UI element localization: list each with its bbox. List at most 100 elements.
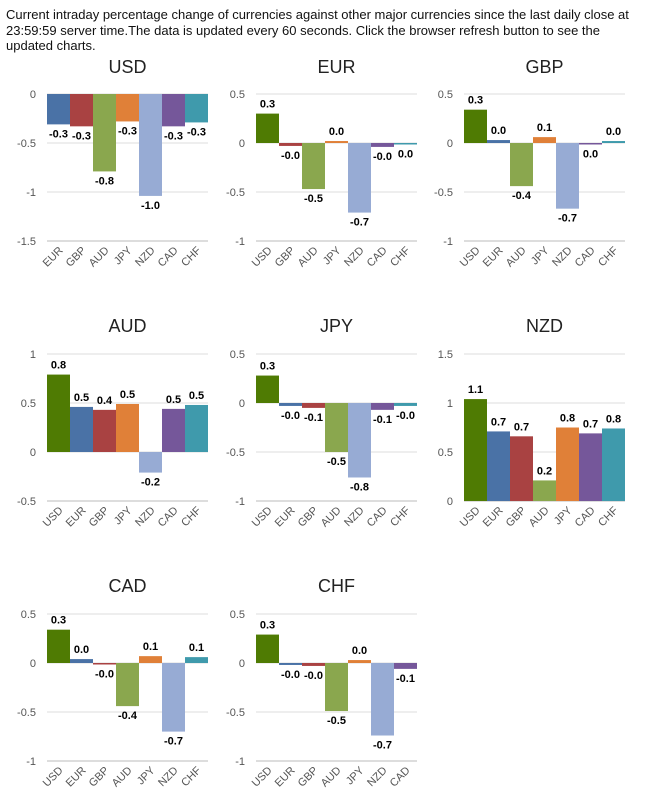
data-label: 0.3: [260, 99, 275, 111]
bar-cad: [371, 143, 394, 147]
data-label: -0.7: [373, 740, 392, 752]
bar-cad: [162, 94, 185, 127]
y-tick-label: 0.5: [438, 447, 453, 459]
data-label: -0.3: [118, 125, 137, 137]
x-tick-label: CAD: [573, 245, 598, 270]
x-tick-label: CHF: [179, 504, 204, 529]
y-tick-label: 0.5: [230, 349, 245, 361]
data-label: 0.0: [398, 149, 413, 161]
bar-nzd: [348, 403, 371, 478]
data-label: -0.3: [164, 130, 183, 142]
x-tick-label: GBP: [87, 765, 112, 790]
x-tick-label: NZD: [156, 765, 181, 790]
data-label: 0.1: [189, 642, 204, 654]
bar-usd: [256, 113, 279, 143]
data-label: -0.0: [396, 410, 415, 422]
data-label: -0.3: [49, 128, 68, 140]
bar-gbp: [93, 409, 116, 452]
x-tick-label: JPY: [112, 244, 135, 267]
bar-jpy: [116, 403, 139, 452]
bar-usd: [256, 634, 279, 663]
y-tick-label: -1: [26, 756, 36, 768]
x-tick-label: NZD: [342, 245, 367, 270]
x-tick-label: USD: [250, 765, 275, 790]
data-label: 0.3: [51, 615, 66, 627]
data-label: -0.8: [350, 481, 369, 493]
chart-title: EUR: [317, 57, 355, 77]
bar-gbp: [279, 143, 302, 146]
x-tick-label: AUD: [319, 765, 344, 790]
x-tick-label: USD: [41, 765, 66, 790]
data-label: 0.8: [51, 360, 66, 372]
chart-chf: CHF 0.5 0 -0.5 -1 0.3 USD -0.0 EUR -0.0 GBP -0.5 AUD…: [226, 576, 417, 790]
y-tick-label: -0.5: [17, 138, 36, 150]
y-tick-label: -1.5: [17, 236, 36, 248]
data-label: -0.5: [327, 456, 346, 468]
bar-gbp: [510, 436, 533, 501]
data-label: 0.3: [260, 620, 275, 632]
bar-eur: [279, 403, 302, 406]
chart-cad: CAD 0.5 0 -0.5 -1 0.3 USD 0.0 EUR -0.0 GBP -0.4 AUD 0…: [17, 576, 208, 790]
x-tick-label: CAD: [156, 245, 181, 270]
x-tick-label: NZD: [342, 505, 367, 530]
x-tick-label: USD: [250, 505, 275, 530]
data-label: 0.5: [74, 392, 89, 404]
bar-chf: [602, 428, 625, 501]
x-tick-label: USD: [41, 505, 66, 530]
x-tick-label: CHF: [388, 244, 413, 269]
chart-nzd: NZD 1.5 1 0.5 0 1.1 USD 0.7 EUR 0.7 GBP 0.2 AUD 0.8 JP…: [438, 316, 625, 530]
y-tick-label: -1: [235, 496, 245, 508]
y-tick-label: 0.5: [21, 398, 36, 410]
bar-cad: [162, 408, 185, 452]
bar-aud: [325, 663, 348, 712]
data-label: -0.5: [327, 715, 346, 727]
x-tick-label: CHF: [596, 504, 621, 529]
x-tick-label: EUR: [273, 505, 298, 530]
data-label: 0.2: [537, 465, 552, 477]
bar-cad: [579, 143, 602, 145]
chart-title: AUD: [108, 316, 146, 336]
data-label: 0.0: [352, 645, 367, 657]
x-tick-label: CAD: [573, 505, 598, 530]
y-tick-label: -1: [443, 236, 453, 248]
y-tick-label: 0: [239, 398, 245, 410]
bar-gbp: [93, 663, 116, 665]
bar-chf: [185, 657, 208, 663]
x-tick-label: CAD: [365, 505, 390, 530]
data-label: -0.8: [95, 175, 114, 187]
y-tick-label: 0.5: [438, 89, 453, 101]
y-tick-label: -1: [235, 756, 245, 768]
y-tick-label: 0: [30, 89, 36, 101]
x-tick-label: EUR: [481, 505, 506, 530]
x-tick-label: CAD: [388, 765, 413, 790]
y-tick-label: -0.5: [17, 496, 36, 508]
bar-jpy: [139, 656, 162, 663]
data-label: -0.4: [118, 710, 138, 722]
data-label: -0.7: [164, 736, 183, 748]
bar-nzd: [139, 94, 162, 196]
y-tick-label: -0.5: [226, 447, 245, 459]
x-tick-label: AUD: [527, 505, 552, 530]
x-tick-label: USD: [250, 245, 275, 270]
y-tick-label: 0: [447, 138, 453, 150]
data-label: -0.0: [373, 151, 392, 163]
data-label: -0.1: [373, 414, 392, 426]
y-tick-label: 0: [239, 658, 245, 670]
chart-title: CHF: [318, 576, 355, 596]
data-label: 0.4: [97, 395, 113, 407]
y-tick-label: 1: [447, 398, 453, 410]
x-tick-label: JPY: [552, 504, 575, 527]
x-tick-label: NZD: [365, 765, 390, 790]
bar-aud: [93, 94, 116, 172]
y-tick-label: -1: [26, 187, 36, 199]
x-tick-label: USD: [458, 245, 483, 270]
bar-eur: [70, 406, 93, 452]
data-label: -0.3: [187, 126, 206, 138]
bar-gbp: [302, 403, 325, 408]
bar-aud: [325, 403, 348, 452]
bar-usd: [464, 109, 487, 143]
bar-gbp: [302, 663, 325, 666]
x-tick-label: AUD: [319, 505, 344, 530]
data-label: 0.0: [74, 644, 89, 656]
x-tick-label: GBP: [296, 765, 321, 790]
